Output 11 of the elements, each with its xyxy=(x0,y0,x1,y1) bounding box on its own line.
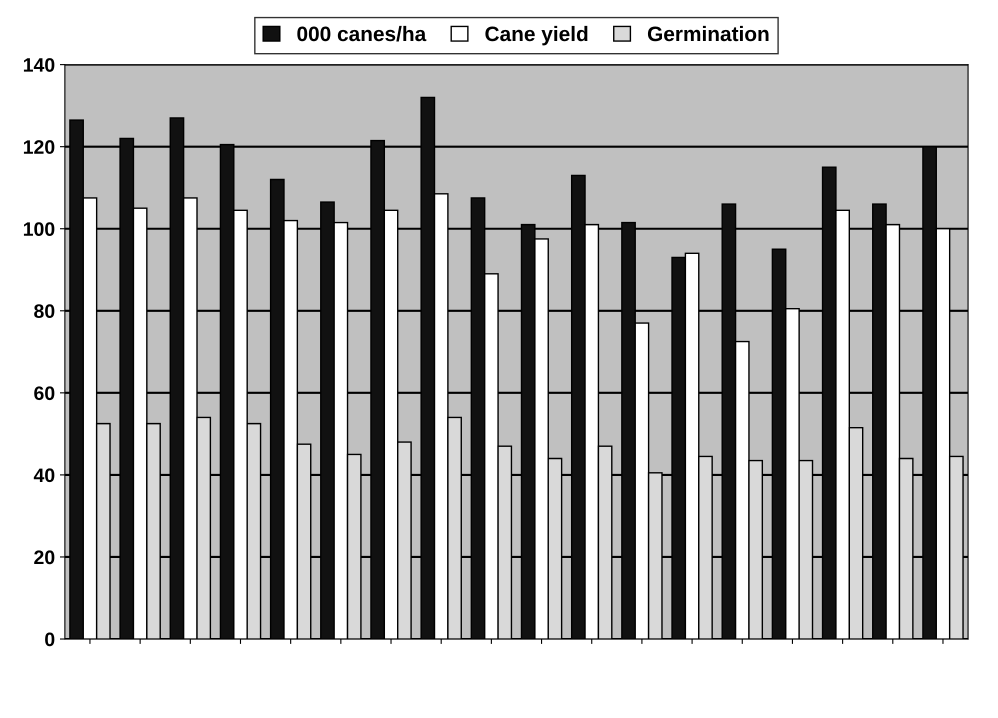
y-tick-label: 100 xyxy=(24,222,54,236)
y-tick-label: 40 xyxy=(34,468,54,482)
legend-label: 000 canes/ha xyxy=(297,26,426,42)
y-tick-label: 140 xyxy=(24,58,54,72)
y-tick-label: 20 xyxy=(34,550,54,564)
y-tick-label: 0 xyxy=(45,632,54,646)
y-tick-label: 80 xyxy=(34,304,54,318)
legend-label: Germination xyxy=(648,26,768,42)
y-tick-label: 120 xyxy=(24,140,54,154)
legend-label: Cane yield xyxy=(485,26,588,46)
y-tick-label: 60 xyxy=(34,386,54,400)
